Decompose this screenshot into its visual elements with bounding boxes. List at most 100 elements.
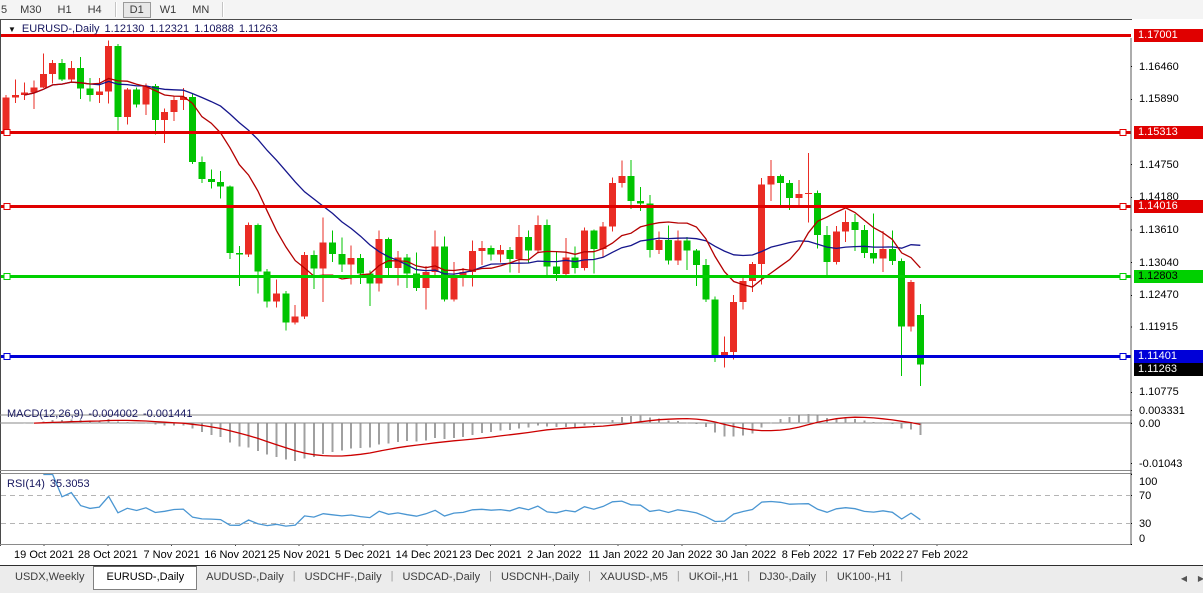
line-handle[interactable] [1119, 203, 1127, 211]
horizontal-line-1-12803[interactable] [1, 274, 1131, 278]
candle-body [506, 250, 514, 260]
ohlc-low: 1.10888 [194, 23, 234, 35]
price-tick-label: 1.13610 [1139, 224, 1179, 236]
candle-body [142, 86, 150, 105]
timeframe-toolbar: 5 M30 H1 H4 D1 W1 MN [0, 0, 1203, 19]
candle-body [646, 203, 654, 251]
timeframe-button-mn[interactable]: MN [192, 3, 210, 16]
date-label: 28 Oct 2021 [77, 549, 138, 561]
macd-tick-label: 0.00 [1139, 417, 1161, 430]
tab-audusd-daily[interactable]: AUDUSD-,Daily [206, 571, 284, 583]
date-label: 5 Dec 2021 [334, 549, 392, 561]
candle-body [2, 97, 10, 134]
macd-name: MACD(12,26,9) [7, 408, 84, 420]
tab-separator: | [676, 570, 680, 582]
chart-title: ▼ EURUSD-,Daily 1.12130 1.12321 1.10888 1.112… [8, 23, 278, 35]
line-handle[interactable] [1119, 272, 1127, 280]
candle-body [711, 299, 719, 355]
candle-body [469, 251, 476, 272]
date-label: 2 Jan 2022 [527, 549, 582, 561]
candle-body [515, 236, 523, 260]
candle-body [450, 277, 458, 300]
tab-eurusd-daily[interactable]: EURUSD-,Daily [93, 566, 198, 590]
tab-dj30-daily[interactable]: DJ30-,Daily [759, 571, 816, 583]
line-handle[interactable] [3, 203, 11, 211]
timeframe-button-h4[interactable]: H4 [87, 3, 102, 16]
price-tick-label: 1.12470 [1139, 289, 1179, 302]
line-handle[interactable] [1119, 353, 1127, 361]
candle-body [804, 192, 812, 194]
macd-main-value: -0.004002 [88, 408, 138, 420]
candle-body [758, 184, 766, 264]
tab-uk100-h1[interactable]: UK100-,H1 [836, 571, 892, 583]
date-label: 14 Dec 2021 [395, 549, 458, 561]
macd-tick-label: -0.01043 [1139, 457, 1183, 470]
candle-body [58, 63, 66, 80]
timeframe-button-w1[interactable]: W1 [159, 3, 177, 16]
symbol-dropdown-icon[interactable]: ▼ [8, 25, 16, 34]
line-handle[interactable] [3, 353, 11, 361]
candle-body [562, 257, 570, 275]
candle-body [655, 239, 663, 251]
candle-body [627, 176, 635, 201]
price-tick-label: 1.10775 [1139, 386, 1179, 399]
tab-usdcad-daily[interactable]: USDCAD-,Daily [402, 571, 481, 583]
tab-separator: | [390, 570, 394, 582]
candle-body [310, 255, 318, 269]
rsi-name: RSI(14) [7, 478, 45, 490]
ma-fast-line [24, 77, 921, 288]
price-tick-label: 1.15890 [1139, 93, 1179, 106]
candle-body [776, 176, 784, 184]
candle-body [748, 263, 756, 282]
horizontal-line-1-17001[interactable] [1, 34, 1131, 38]
date-label: 25 Nov 2021 [267, 549, 331, 561]
tab-usdcnh-daily[interactable]: USDCNH-,Daily [500, 571, 580, 583]
tab-usdchf-daily[interactable]: USDCHF-,Daily [304, 571, 382, 583]
candle-body [860, 230, 868, 253]
ohlc-close: 1.11263 [238, 23, 278, 35]
candle-body [431, 246, 439, 272]
candle-body [413, 273, 421, 288]
candle-body [674, 240, 682, 261]
rsi-value: 35.3053 [49, 478, 90, 490]
rsi-tick-label: 0 [1139, 532, 1146, 545]
candle-body [916, 314, 924, 365]
candle-body [263, 271, 271, 302]
candle-body [683, 240, 691, 251]
date-label: 11 Jan 2022 [588, 549, 649, 561]
rsi-line [43, 474, 921, 527]
horizontal-line-1-14016[interactable] [1, 205, 1131, 209]
candle-body [823, 235, 831, 263]
macd-tick-label: 0.003331 [1139, 404, 1185, 417]
price-level-badge-1-11401: 1.11401 [1134, 350, 1203, 364]
line-handle[interactable] [1119, 128, 1127, 136]
candle-body [319, 242, 327, 269]
symbol-name: EURUSD-,Daily [21, 23, 100, 35]
tabbar-scroll-right-button[interactable]: ▶ [1197, 574, 1203, 583]
candle-body [329, 242, 337, 255]
tab-xauusd-m5[interactable]: XAUUSD-,M5 [600, 571, 668, 583]
tab-usdx-weekly[interactable]: USDX,Weekly [15, 571, 85, 583]
timeframe-button-m30[interactable]: M30 [20, 3, 42, 16]
candle-body [608, 183, 616, 227]
price-level-badge-1-14016: 1.14016 [1134, 200, 1203, 214]
timeframe-button-d1[interactable]: D1 [122, 1, 151, 18]
candle-body [245, 224, 253, 255]
horizontal-line-1-15313[interactable] [1, 130, 1131, 134]
candle-body [879, 248, 887, 259]
line-handle[interactable] [3, 128, 11, 136]
price-level-badge-1-17001: 1.17001 [1134, 29, 1203, 43]
tabbar-scroll-left-button[interactable]: ◀ [1180, 574, 1188, 583]
timeframe-button-5[interactable]: 5 [1, 3, 8, 16]
candle-body [161, 111, 169, 120]
timeframe-button-h1[interactable]: H1 [57, 3, 72, 16]
candle-body [814, 192, 822, 236]
tab-ukoil-h1[interactable]: UKOil-,H1 [688, 571, 739, 583]
candle-body [730, 302, 738, 353]
price-level-badge-1-15313: 1.15313 [1134, 125, 1203, 139]
candle-body [123, 89, 131, 118]
candle-body [842, 221, 850, 232]
line-handle[interactable] [3, 272, 11, 280]
horizontal-line-1-11401[interactable] [1, 355, 1131, 359]
date-label: 19 Oct 2021 [14, 549, 74, 561]
